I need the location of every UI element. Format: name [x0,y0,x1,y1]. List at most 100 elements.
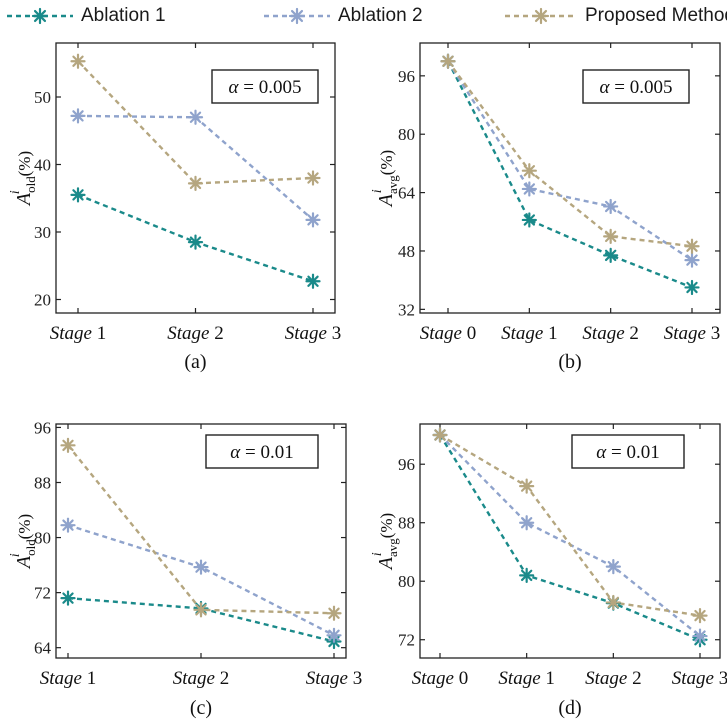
series-line-ablation-2 [67,524,335,637]
series-line-ablation-2 [77,114,314,221]
data-point-ablation-2-2 [305,212,321,228]
data-point-ablation-2-1 [187,109,204,125]
legend-star-icon [288,7,306,25]
alpha-label: α = 0.01 [230,442,293,463]
x-tick-label: Stage 2 [582,323,638,344]
panel-caption: (c) [190,697,212,719]
y-tick-label: 80 [398,572,415,591]
data-point-proposed-method-1 [193,602,209,618]
y-tick-label: 20 [34,291,51,310]
data-point-proposed-method-1 [521,163,537,179]
plot-frame [419,423,721,659]
legend-star-icon [31,7,49,25]
y-axis-label: Aoldi(%) [8,514,38,570]
x-tick-label: Stage 3 [285,323,341,344]
data-point-ablation-2-1 [193,559,209,575]
x-tick-label: Stage 3 [664,323,720,344]
data-point-ablation-2-2 [605,558,621,575]
x-tick-label: Stage 1 [501,323,557,344]
legend-marker-proposed-method [505,7,577,25]
alpha-box [582,69,690,104]
x-tick-label: Stage 1 [40,668,96,689]
data-point-proposed-method-2 [603,228,619,244]
series-line-ablation-1 [438,434,701,641]
y-axis-label: Aavgi(%) [370,513,400,571]
data-point-ablation-1-1 [521,212,537,228]
x-tick-label: Stage 1 [498,668,554,689]
data-point-proposed-method-0 [60,437,76,453]
series-line-ablation-2 [446,60,693,262]
y-tick-label: 96 [398,455,415,474]
data-point-proposed-method-0 [432,427,448,443]
legend-label-ablation-1: Ablation 1 [81,5,166,26]
y-tick-label: 88 [34,474,51,493]
alpha-box [211,69,319,104]
data-point-proposed-method-2 [326,605,342,621]
y-tick-label: 80 [398,125,415,144]
data-point-ablation-1-0 [60,590,76,606]
data-point-ablation-1-1 [187,234,204,250]
x-tick-label: Stage 3 [306,668,362,689]
data-point-proposed-method-1 [519,478,535,494]
x-tick-label: Stage 2 [167,323,223,344]
data-point-proposed-method-2 [305,170,321,186]
panel-caption: (d) [558,697,581,719]
data-point-ablation-2-3 [692,628,708,644]
data-point-ablation-1-3 [684,279,700,296]
chart-panel-4: 72 80 88 96 Stage 0 Stage 1 Stage 2 Stage 3 α = … [370,423,727,719]
alpha-label: α = 0.01 [596,442,659,463]
data-point-ablation-1-1 [519,567,535,583]
alpha-box [571,434,685,469]
x-tick-label: Stage 2 [173,668,229,689]
x-tick-label: Stage 0 [412,668,468,689]
x-tick-label: Stage 0 [420,323,476,344]
y-axis-label: Aoldi(%) [8,151,38,207]
data-point-ablation-2-3 [684,252,700,268]
y-tick-label: 40 [34,156,51,175]
panel-caption: (a) [184,351,206,373]
data-point-proposed-method-3 [692,607,708,624]
data-point-ablation-1-2 [603,247,619,263]
y-tick-label: 32 [398,300,415,319]
data-point-proposed-method-0 [440,53,456,69]
y-tick-label: 72 [398,631,415,650]
data-point-ablation-1-2 [305,273,321,289]
y-tick-label: 88 [398,514,415,533]
legend: Ablation 1 Ablation 2 Proposed Method [0,0,727,34]
chart-panel-2: 32 48 64 80 96 Stage 0 Stage 1 Stage 2 Stage 3 α … [370,42,721,373]
legend-marker-ablation-2 [264,7,330,25]
legend-item-proposed-method: Proposed Method [503,2,727,30]
chart-panel-3: 64 72 80 88 96 Stage 1 Stage 2 Stage 3 α = 0.01 A… [8,418,362,719]
series-line-proposed-method [77,60,314,185]
data-point-ablation-2-2 [326,627,342,643]
data-point-ablation-2-0 [70,108,86,124]
x-tick-label: Stage 1 [50,323,106,344]
series-line-proposed-method [67,444,335,615]
y-axis-label: Aavgi(%) [370,150,400,208]
data-point-proposed-method-3 [684,238,700,254]
y-tick-label: 80 [34,529,51,548]
chart-panel-1: 20 30 40 50 Stage 1 Stage 2 Stage 3 α = 0.005 Ao… [8,42,341,373]
panel-caption: (b) [558,351,581,373]
y-tick-label: 64 [34,639,52,658]
alpha-label: α = 0.005 [229,77,302,98]
y-tick-label: 96 [398,67,415,86]
data-point-proposed-method-0 [70,53,86,69]
plot-frame [419,42,721,314]
legend-item-ablation-2: Ablation 2 [262,2,423,30]
legend-marker-ablation-1 [7,7,73,25]
y-tick-label: 72 [34,584,51,603]
series-line-proposed-method [439,433,701,617]
data-point-proposed-method-1 [187,175,204,191]
y-tick-label: 96 [34,418,51,437]
data-point-ablation-2-0 [60,517,76,533]
data-point-ablation-2-1 [519,515,535,531]
data-point-ablation-1-0 [70,187,86,203]
y-tick-label: 64 [398,184,416,203]
legend-label-ablation-2: Ablation 2 [338,5,423,26]
x-tick-label: Stage 3 [672,668,727,689]
y-tick-label: 50 [34,88,51,107]
alpha-box [205,434,319,469]
x-tick-label: Stage 2 [585,668,641,689]
